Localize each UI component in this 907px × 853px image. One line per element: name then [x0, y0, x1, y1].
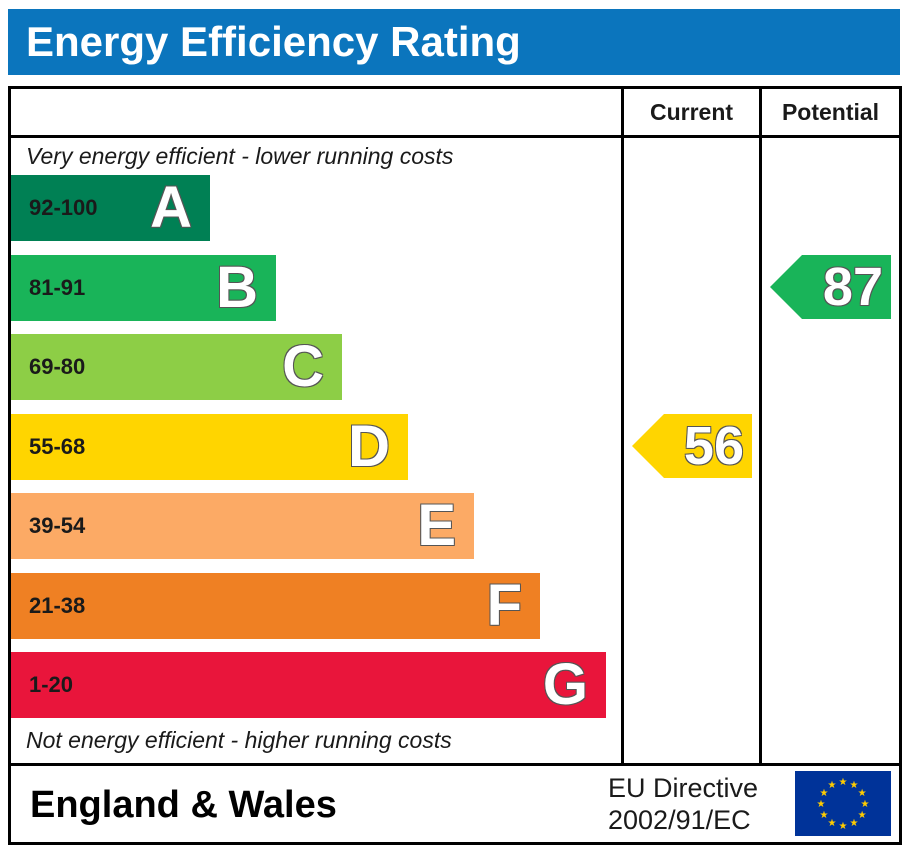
svg-text:★: ★ — [850, 818, 859, 829]
band-a-range: 92-100 — [29, 195, 98, 220]
band-d-range: 55-68 — [29, 434, 86, 459]
potential-column-divider — [759, 86, 762, 765]
band-f-letter: F — [486, 573, 522, 638]
band-c-letter: C — [282, 334, 324, 399]
rating-frame — [8, 86, 902, 845]
current-rating-value: 56 — [683, 416, 744, 476]
band-d-letter: D — [348, 414, 390, 479]
potential-rating-value: 87 — [822, 257, 883, 317]
svg-text:★: ★ — [839, 821, 848, 832]
band-g-letter: G — [542, 652, 588, 717]
region-label: England & Wales — [30, 784, 337, 826]
svg-text:★: ★ — [861, 799, 870, 810]
svg-text:★: ★ — [858, 810, 867, 821]
band-c: 69-80 C — [11, 334, 342, 400]
top-note: Very energy efficient - lower running co… — [26, 143, 454, 169]
band-g-range: 1-20 — [29, 672, 74, 697]
band-d: 55-68 D — [11, 414, 408, 480]
svg-text:★: ★ — [828, 818, 837, 829]
svg-text:★: ★ — [839, 777, 848, 788]
band-e-letter: E — [417, 493, 456, 558]
band-f-range: 21-38 — [29, 593, 86, 618]
band-e: 39-54 E — [11, 493, 474, 559]
band-f: 21-38 F — [11, 573, 540, 639]
svg-text:★: ★ — [850, 780, 859, 791]
band-a-letter: A — [150, 175, 192, 240]
band-b-range: 81-91 — [29, 275, 86, 300]
band-c-range: 69-80 — [29, 354, 86, 379]
directive-line-2: 2002/91/EC — [608, 805, 751, 835]
potential-rating-arrow: 87 — [770, 255, 891, 319]
band-g: 1-20 G — [11, 652, 606, 718]
current-column-header: Current — [649, 99, 734, 125]
svg-text:★: ★ — [858, 788, 867, 799]
current-column-divider — [621, 86, 624, 765]
eu-directive: EU Directive 2002/91/EC — [608, 772, 758, 836]
svg-text:★: ★ — [819, 810, 828, 821]
bottom-note: Not energy efficient - higher running co… — [26, 727, 452, 753]
band-b-letter: B — [216, 255, 258, 320]
band-e-range: 39-54 — [29, 513, 86, 538]
directive-line-1: EU Directive — [608, 773, 759, 803]
current-rating-arrow: 56 — [632, 414, 752, 478]
eu-flag-icon: ★ ★ ★ ★ ★ ★ ★ ★ ★ ★ ★ ★ — [795, 771, 891, 836]
svg-text:★: ★ — [828, 780, 837, 791]
band-b: 81-91 B — [11, 255, 276, 321]
footer-divider — [8, 763, 902, 766]
header-row-divider — [8, 135, 902, 138]
svg-text:★: ★ — [819, 788, 828, 799]
band-a: 92-100 A — [11, 175, 210, 241]
svg-text:★: ★ — [817, 799, 826, 810]
chart-title: Energy Efficiency Rating — [26, 18, 521, 65]
header-bar: Energy Efficiency Rating — [8, 9, 900, 75]
potential-column-header: Potential — [781, 99, 880, 125]
